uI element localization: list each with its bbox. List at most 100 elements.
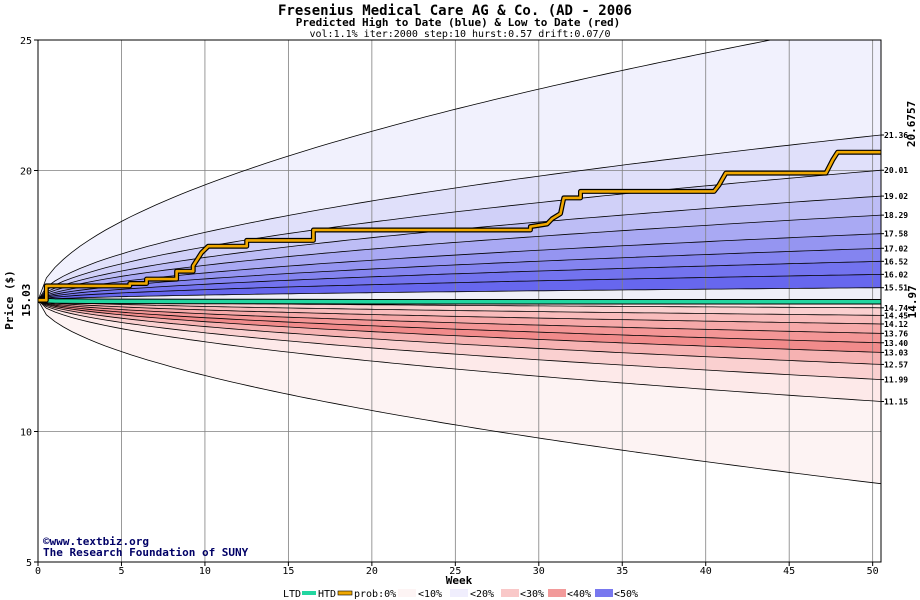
credit-website: ©www.textbiz.org <box>43 535 149 548</box>
legend-swatch-0 <box>398 589 416 597</box>
x-tick-label-20: 20 <box>366 566 378 577</box>
high-band-area-8 <box>38 274 881 301</box>
legend-ltd-swatch <box>302 591 316 595</box>
band-value-label-1: 21.36 <box>884 131 908 140</box>
high-band-area-2 <box>38 170 881 301</box>
low-band-area-2 <box>38 300 881 324</box>
high-band-area-4 <box>38 215 881 301</box>
low-band-area-4 <box>38 300 881 343</box>
legend-swatch-40 <box>595 589 613 597</box>
chart-parameters: vol:1.1% iter:2000 step:10 hurst:0.57 dr… <box>309 29 610 40</box>
low-band-area-8 <box>38 300 881 402</box>
x-axis-ticks: 0 5 10 15 20 25 30 35 40 45 50 <box>35 562 879 577</box>
band-line-13 <box>38 299 881 334</box>
legend-40-label: <40% <box>567 589 591 600</box>
band-line-18 <box>38 299 881 402</box>
band-line-15 <box>38 299 881 353</box>
band-value-label-18: 11.15 <box>884 397 908 406</box>
chart-header: Fresenius Medical Care AG & Co. (AD - 20… <box>278 3 632 40</box>
band-value-label-6: 17.02 <box>884 244 908 253</box>
band-value-label-4: 18.29 <box>884 211 908 220</box>
x-tick-label-45: 45 <box>783 566 795 577</box>
band-line-16 <box>38 299 881 365</box>
high-band-area-5 <box>38 233 881 301</box>
band-value-label-9: 15.51 <box>884 284 908 293</box>
band-boundary-lines <box>38 40 881 485</box>
band-line-14 <box>38 299 881 344</box>
band-value-label-12: 14.12 <box>884 320 908 329</box>
series-lines <box>38 149 881 305</box>
band-line-7 <box>38 260 881 301</box>
y-tick-label-5: 5 <box>26 558 32 569</box>
x-axis-label: Week <box>446 574 473 587</box>
chart-title: Fresenius Medical Care AG & Co. (AD - 20… <box>278 3 632 19</box>
band-value-label-8: 16.02 <box>884 270 908 279</box>
ltd-final-label: 14.97 <box>906 285 919 318</box>
band-line-6 <box>38 247 881 301</box>
chart-subtitle: Predicted High to Date (blue) & Low to D… <box>296 16 621 29</box>
htd-final-label: 20.6757 <box>905 101 918 147</box>
band-value-label-7: 16.52 <box>884 257 908 266</box>
low-band-area-9 <box>38 300 881 484</box>
band-value-label-14: 13.40 <box>884 339 908 348</box>
ltd-line <box>38 298 881 304</box>
band-line-11 <box>38 299 881 316</box>
y-axis-ticks: 5 10 20 25 <box>20 36 38 569</box>
probability-bands <box>38 40 881 484</box>
band-line-12 <box>38 299 881 325</box>
band-value-label-2: 20.01 <box>884 166 908 175</box>
band-line-2 <box>38 169 881 301</box>
band-line-9 <box>38 287 881 301</box>
high-band-area-3 <box>38 196 881 301</box>
x-tick-label-35: 35 <box>616 566 628 577</box>
band-value-label-10: 14.74 <box>884 304 908 313</box>
legend-10-label: <10% <box>418 589 442 600</box>
high-band-area-1 <box>38 135 881 301</box>
htd-line <box>38 150 881 302</box>
x-tick-label-5: 5 <box>118 566 124 577</box>
legend-20-label: <20% <box>470 589 494 600</box>
legend-30-label: <30% <box>520 589 544 600</box>
legend-50-label: <50% <box>614 589 638 600</box>
high-band-area-9 <box>38 287 881 301</box>
low-band-area-7 <box>38 300 881 380</box>
x-tick-label-40: 40 <box>700 566 712 577</box>
band-line-8 <box>38 274 881 301</box>
legend-htd-label: HTD <box>318 589 336 600</box>
legend-ltd-label: LTD <box>283 589 301 600</box>
band-value-label-11: 14.45 <box>884 311 908 320</box>
x-tick-label-0: 0 <box>35 566 41 577</box>
legend: LTD HTD prob:0% <10% <20% <30% <40% <50% <box>283 589 638 600</box>
y-tick-label-20: 20 <box>20 167 32 178</box>
legend-htd-swatch <box>337 590 353 596</box>
credit-foundation: The Research Foundation of SUNY <box>43 546 249 559</box>
y-axis-label: Price ($) <box>3 270 16 330</box>
band-value-label-15: 13.03 <box>884 348 908 357</box>
y-tick-label-10: 10 <box>20 428 32 439</box>
x-tick-label-15: 15 <box>282 566 294 577</box>
band-value-label-17: 11.99 <box>884 376 908 385</box>
band-line-1 <box>38 134 881 301</box>
legend-swatch-30 <box>548 589 566 597</box>
x-tick-label-50: 50 <box>867 566 879 577</box>
x-tick-label-30: 30 <box>533 566 545 577</box>
high-band-area-7 <box>38 261 881 301</box>
band-value-label-16: 12.57 <box>884 360 908 369</box>
band-line-19 <box>38 300 881 485</box>
band-value-label-5: 17.58 <box>884 230 908 239</box>
band-line-17 <box>38 299 881 380</box>
legend-prob-label: prob:0% <box>354 589 396 600</box>
band-value-labels: 21.36 20.01 19.02 18.29 17.58 17.02 16.52 16.02… <box>881 131 908 406</box>
band-value-label-13: 13.76 <box>884 329 908 338</box>
y-tick-label-25: 25 <box>20 36 32 47</box>
low-band-area-5 <box>38 300 881 353</box>
start-price-label: 15.03 <box>20 284 33 317</box>
high-band-area-6 <box>38 248 881 301</box>
plot-frame <box>37 39 882 563</box>
band-value-label-3: 19.02 <box>884 192 908 201</box>
band-line-0 <box>38 40 773 301</box>
x-tick-label-25: 25 <box>449 566 461 577</box>
low-band-area-6 <box>38 300 881 365</box>
band-line-4 <box>38 214 881 301</box>
